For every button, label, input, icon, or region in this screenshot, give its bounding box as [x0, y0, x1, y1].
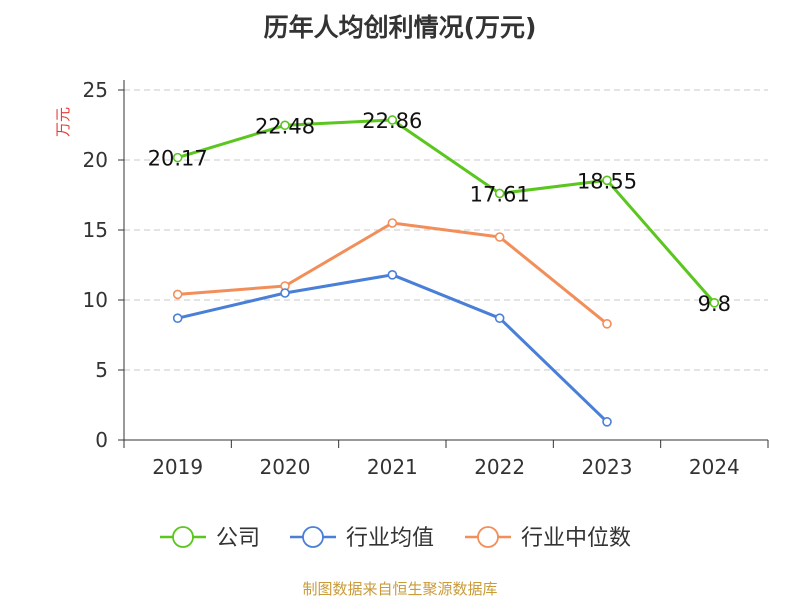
x-tick-label: 2022	[474, 455, 525, 479]
y-tick-label: 15	[83, 218, 108, 242]
data-point	[602, 416, 612, 427]
data-label: 22.86	[362, 109, 422, 133]
y-tick-label: 5	[95, 358, 108, 382]
series-line	[176, 118, 716, 305]
series-line	[176, 273, 609, 424]
data-point	[280, 120, 290, 131]
data-point	[172, 313, 183, 324]
data-point	[494, 188, 505, 199]
y-tick-label: 0	[95, 428, 108, 452]
data-point	[172, 152, 183, 163]
y-tick-label: 20	[83, 148, 108, 172]
legend: 公司 行业均值 行业中位数	[160, 526, 631, 551]
data-point	[494, 232, 505, 242]
data-label: 18.55	[577, 169, 637, 193]
y-axis-label: 万元	[54, 107, 72, 137]
data-point	[709, 297, 720, 308]
x-tick-label: 2019	[152, 455, 203, 479]
legend-item: 行业均值	[290, 526, 434, 551]
y-tick-label: 25	[83, 78, 108, 102]
data-labels: 20.17 22.48 22.86 17.61 18.55 9.8	[148, 109, 731, 316]
y-tick-label: 10	[83, 288, 108, 312]
data-point	[602, 175, 612, 186]
chart-title: 历年人均创利情况(万元)	[263, 13, 537, 42]
data-point	[387, 218, 398, 228]
legend-label: 公司	[216, 526, 260, 551]
legend-label: 行业均值	[346, 526, 434, 551]
legend-label: 行业中位数	[521, 526, 631, 551]
legend-item: 行业中位数	[465, 526, 631, 551]
data-point	[280, 288, 290, 298]
data-point	[494, 313, 505, 324]
legend-item: 公司	[160, 526, 260, 551]
data-label: 20.17	[148, 147, 208, 171]
data-label: 17.61	[470, 182, 530, 206]
data-point	[387, 269, 398, 280]
legend-marker	[477, 526, 499, 548]
data-label: 9.8	[698, 292, 731, 316]
x-tick-label: 2020	[260, 455, 311, 479]
data-point	[602, 318, 612, 329]
data-point	[387, 115, 398, 125]
x-tick-label: 2024	[689, 455, 740, 479]
source-note: 制图数据来自恒生聚源数据库	[302, 580, 498, 598]
legend-marker	[302, 526, 324, 548]
series-lines	[172, 115, 720, 427]
x-tick-label: 2021	[367, 455, 418, 479]
data-point	[172, 289, 183, 300]
legend-marker	[172, 526, 194, 548]
axes: 0 5 10 15 20 25 2019 2020 2021 2022 2023 2024 万元	[54, 78, 769, 479]
data-label: 22.48	[255, 114, 315, 138]
x-tick-label: 2023	[582, 455, 633, 479]
